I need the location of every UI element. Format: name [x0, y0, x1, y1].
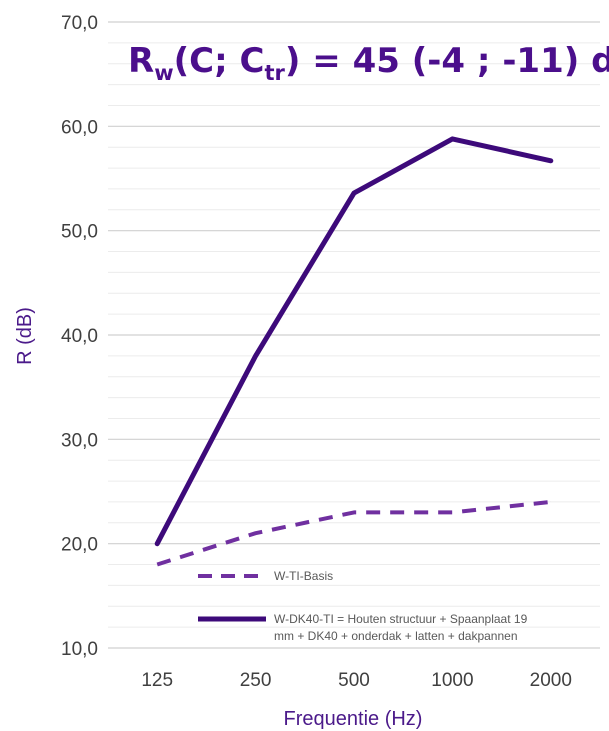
y-tick-label: 70,0	[61, 13, 98, 34]
y-tick-label: 30,0	[61, 430, 98, 451]
y-tick-label: 10,0	[61, 639, 98, 660]
y-tick-label: 20,0	[61, 535, 98, 556]
y-axis-title: R (dB)	[14, 307, 36, 365]
x-tick-label: 125	[141, 670, 173, 691]
x-tick-label: 250	[240, 670, 272, 691]
x-tick-label: 2000	[530, 670, 572, 691]
chart-headline: Rw(C; Ctr) = 45 (-4 ; -11) dB	[128, 41, 609, 85]
y-tick-label: 60,0	[61, 117, 98, 138]
legend: W-TI-Basis W-DK40-TI = Houten structuur …	[198, 569, 528, 643]
x-tick-label: 500	[338, 670, 370, 691]
y-tick-label: 50,0	[61, 222, 98, 243]
legend-label-w-dk40-ti-line1: W-DK40-TI = Houten structuur + Spaanplaa…	[274, 612, 528, 626]
series-line-w-dk40-ti	[154, 136, 554, 547]
legend-label-w-ti-basis: W-TI-Basis	[274, 569, 333, 583]
y-tick-label: 40,0	[61, 326, 98, 347]
x-axis-title: Frequentie (Hz)	[284, 708, 423, 730]
series-group	[154, 136, 554, 567]
x-tick-label: 1000	[431, 670, 473, 691]
y-axis-ticks: 10,0 20,0 30,0 40,0 50,0 60,0 70,0	[61, 13, 98, 660]
legend-label-w-dk40-ti-line2: mm + DK40 + onderdak + latten + dakpanne…	[274, 629, 518, 643]
x-axis-ticks: 125 250 500 1000 2000	[141, 670, 572, 691]
grid	[108, 21, 600, 649]
series-line-w-ti-basis	[156, 499, 552, 567]
